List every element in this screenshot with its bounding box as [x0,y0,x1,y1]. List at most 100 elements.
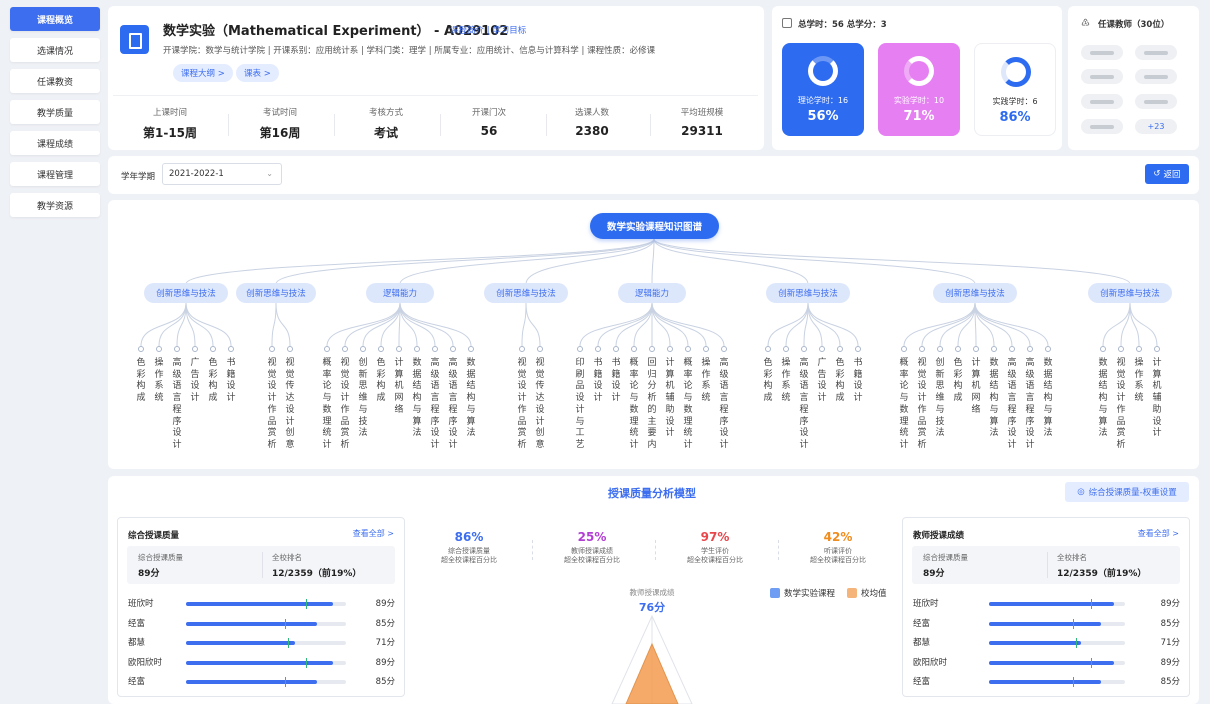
legend-course[interactable]: 数学实验课程 [770,587,835,599]
teacher-chip[interactable] [1081,119,1123,134]
knowledge-category-node[interactable]: 创新思维与技法 [236,283,316,303]
sidebar-item-resources[interactable]: 教学资源 [10,193,100,217]
score-bar-fill [186,680,318,684]
knowledge-leaf-node[interactable]: 高级语言程序设计 [430,358,440,450]
knowledge-leaf-node[interactable]: 印刷品设计与工艺 [575,358,585,450]
knowledge-leaf-node[interactable]: 计算机网络 [971,358,981,415]
legend-school-average[interactable]: 校均值 [847,587,887,599]
metric-block: 86% 综合授课质量 超全校课程百分比 [409,530,529,565]
sidebar-item-course-overview[interactable]: 课程概览 [10,7,100,31]
back-button[interactable]: ↺ 返回 [1145,164,1189,184]
knowledge-leaf-node[interactable]: 视觉传达设计创意 [285,358,295,450]
map-connector [1120,302,1131,347]
teacher-name: 经富 [913,677,931,687]
knowledge-leaf-node[interactable]: 计算机辅助设计 [665,358,675,439]
summary-box: 综合授课质量 89分 全校排名 12/2359（前19%） [912,546,1180,584]
timetable-button[interactable]: 课表 > [236,64,279,82]
knowledge-leaf-node[interactable]: 书籍设计 [853,358,863,404]
knowledge-leaf-node[interactable]: 数据结构与算法 [1098,358,1108,439]
sidebar-item-teaching-quality[interactable]: 教学质量 [10,100,100,124]
teacher-chip[interactable] [1135,69,1177,84]
knowledge-category-node[interactable]: 创新思维与技法 [484,283,568,303]
leaf-dot [174,346,180,352]
knowledge-leaf-node[interactable]: 视觉传达设计创意 [535,358,545,450]
knowledge-leaf-node[interactable]: 操作系统 [781,358,791,404]
knowledge-leaf-node[interactable]: 色彩构成 [376,358,386,404]
knowledge-leaf-node[interactable]: 视觉设计作品赏析 [917,358,927,450]
knowledge-leaf-node[interactable]: 回归分析的主要内 [647,358,657,450]
knowledge-leaf-node[interactable]: 操作系统 [701,358,711,404]
more-teachers-chip[interactable]: +23 [1135,119,1177,134]
knowledge-leaf-node[interactable]: 计算机网络 [394,358,404,415]
knowledge-leaf-node[interactable]: 色彩构成 [136,358,146,404]
hours-header: 总学时：56 总学分：3 [798,20,887,30]
teacher-chip[interactable] [1135,94,1177,109]
summary-label: 综合授课质量 [923,553,968,562]
score-value: 85分 [375,618,395,629]
knowledge-category-node[interactable]: 创新思维与技法 [1088,283,1172,303]
sidebar-item-grades[interactable]: 课程成绩 [10,131,100,155]
knowledge-leaf-node[interactable]: 操作系统 [1134,358,1144,404]
knowledge-leaf-node[interactable]: 数据结构与算法 [412,358,422,439]
knowledge-leaf-node[interactable]: 高级语言程序设计 [719,358,729,450]
knowledge-leaf-node[interactable]: 视觉设计作品赏析 [1116,358,1126,450]
leaf-dot [685,346,691,352]
knowledge-leaf-node[interactable]: 概率论与数理统计 [322,358,332,450]
knowledge-leaf-node[interactable]: 书籍设计 [226,358,236,404]
average-marker [1076,638,1078,648]
knowledge-map-root[interactable]: 数学实验课程知识图谱 [590,213,719,239]
knowledge-leaf-node[interactable]: 高级语言程序设计 [448,358,458,450]
knowledge-leaf-node[interactable]: 创新思维与技法 [935,358,945,439]
knowledge-leaf-node[interactable]: 高级语言程序设计 [799,358,809,450]
knowledge-category-node[interactable]: 创新思维与技法 [766,283,850,303]
knowledge-leaf-node[interactable]: 视觉设计作品赏析 [267,358,277,450]
view-all-link[interactable]: 查看全部 > [352,529,394,538]
sidebar-item-teachers[interactable]: 任课教资 [10,69,100,93]
knowledge-leaf-node[interactable]: 书籍设计 [611,358,621,404]
knowledge-leaf-node[interactable]: 色彩构成 [763,358,773,404]
knowledge-leaf-node[interactable]: 高级语言程序设计 [172,358,182,450]
knowledge-category-node[interactable]: 逻辑能力 [366,283,434,303]
teacher-chip[interactable] [1081,45,1123,60]
knowledge-leaf-node[interactable]: 数据结构与算法 [989,358,999,439]
leaf-dot [801,346,807,352]
knowledge-leaf-node[interactable]: 视觉设计作品赏析 [517,358,527,450]
sidebar-item-enrollment[interactable]: 选课情况 [10,38,100,62]
map-connector [803,302,809,347]
weight-settings-button[interactable]: ◎ 综合授课质量-权重设置 [1065,482,1189,502]
knowledge-leaf-node[interactable]: 书籍设计 [593,358,603,404]
knowledge-leaf-node[interactable]: 广告设计 [190,358,200,404]
map-connector [633,302,653,347]
map-connector [767,302,809,347]
knowledge-leaf-node[interactable]: 创新思维与技法 [358,358,368,439]
knowledge-leaf-node[interactable]: 计算机辅助设计 [1152,358,1162,439]
knowledge-category-node[interactable]: 创新思维与技法 [144,283,228,303]
knowledge-leaf-node[interactable]: 概率论与数理统计 [899,358,909,450]
teacher-chip[interactable] [1081,69,1123,84]
view-all-link[interactable]: 查看全部 > [1137,529,1179,538]
knowledge-leaf-node[interactable]: 数据结构与算法 [1043,358,1053,439]
knowledge-category-node[interactable]: 逻辑能力 [618,283,686,303]
knowledge-leaf-node[interactable]: 色彩构成 [953,358,963,404]
knowledge-leaf-node[interactable]: 色彩构成 [835,358,845,404]
knowledge-leaf-node[interactable]: 概率论与数理统计 [683,358,693,450]
metric-block: 25% 教师授课成绩 超全校课程百分比 [532,530,652,565]
teacher-chip[interactable] [1135,45,1177,60]
knowledge-leaf-node[interactable]: 高级语言程序设计 [1007,358,1017,450]
course-intro-links[interactable]: 课程简介 | 学习目标 [450,26,527,36]
knowledge-leaf-node[interactable]: 数据结构与算法 [466,358,476,439]
stat-value: 第1-15周 [142,126,198,140]
panel-title: 综合授课质量 [128,531,180,541]
knowledge-leaf-node[interactable]: 高级语言程序设计 [1025,358,1035,450]
teacher-chip[interactable] [1081,94,1123,109]
knowledge-leaf-node[interactable]: 色彩构成 [208,358,218,404]
sidebar-item-course-management[interactable]: 课程管理 [10,162,100,186]
knowledge-leaf-node[interactable]: 广告设计 [817,358,827,404]
knowledge-category-node[interactable]: 创新思维与技法 [933,283,1017,303]
knowledge-leaf-node[interactable]: 操作系统 [154,358,164,404]
syllabus-button[interactable]: 课程大纲 > [173,64,233,82]
leaf-dot [519,346,525,352]
knowledge-leaf-node[interactable]: 概率论与数理统计 [629,358,639,450]
knowledge-leaf-node[interactable]: 视觉设计作品赏析 [340,358,350,450]
term-select[interactable]: 2021-2022-1 ⌄ [162,163,282,185]
